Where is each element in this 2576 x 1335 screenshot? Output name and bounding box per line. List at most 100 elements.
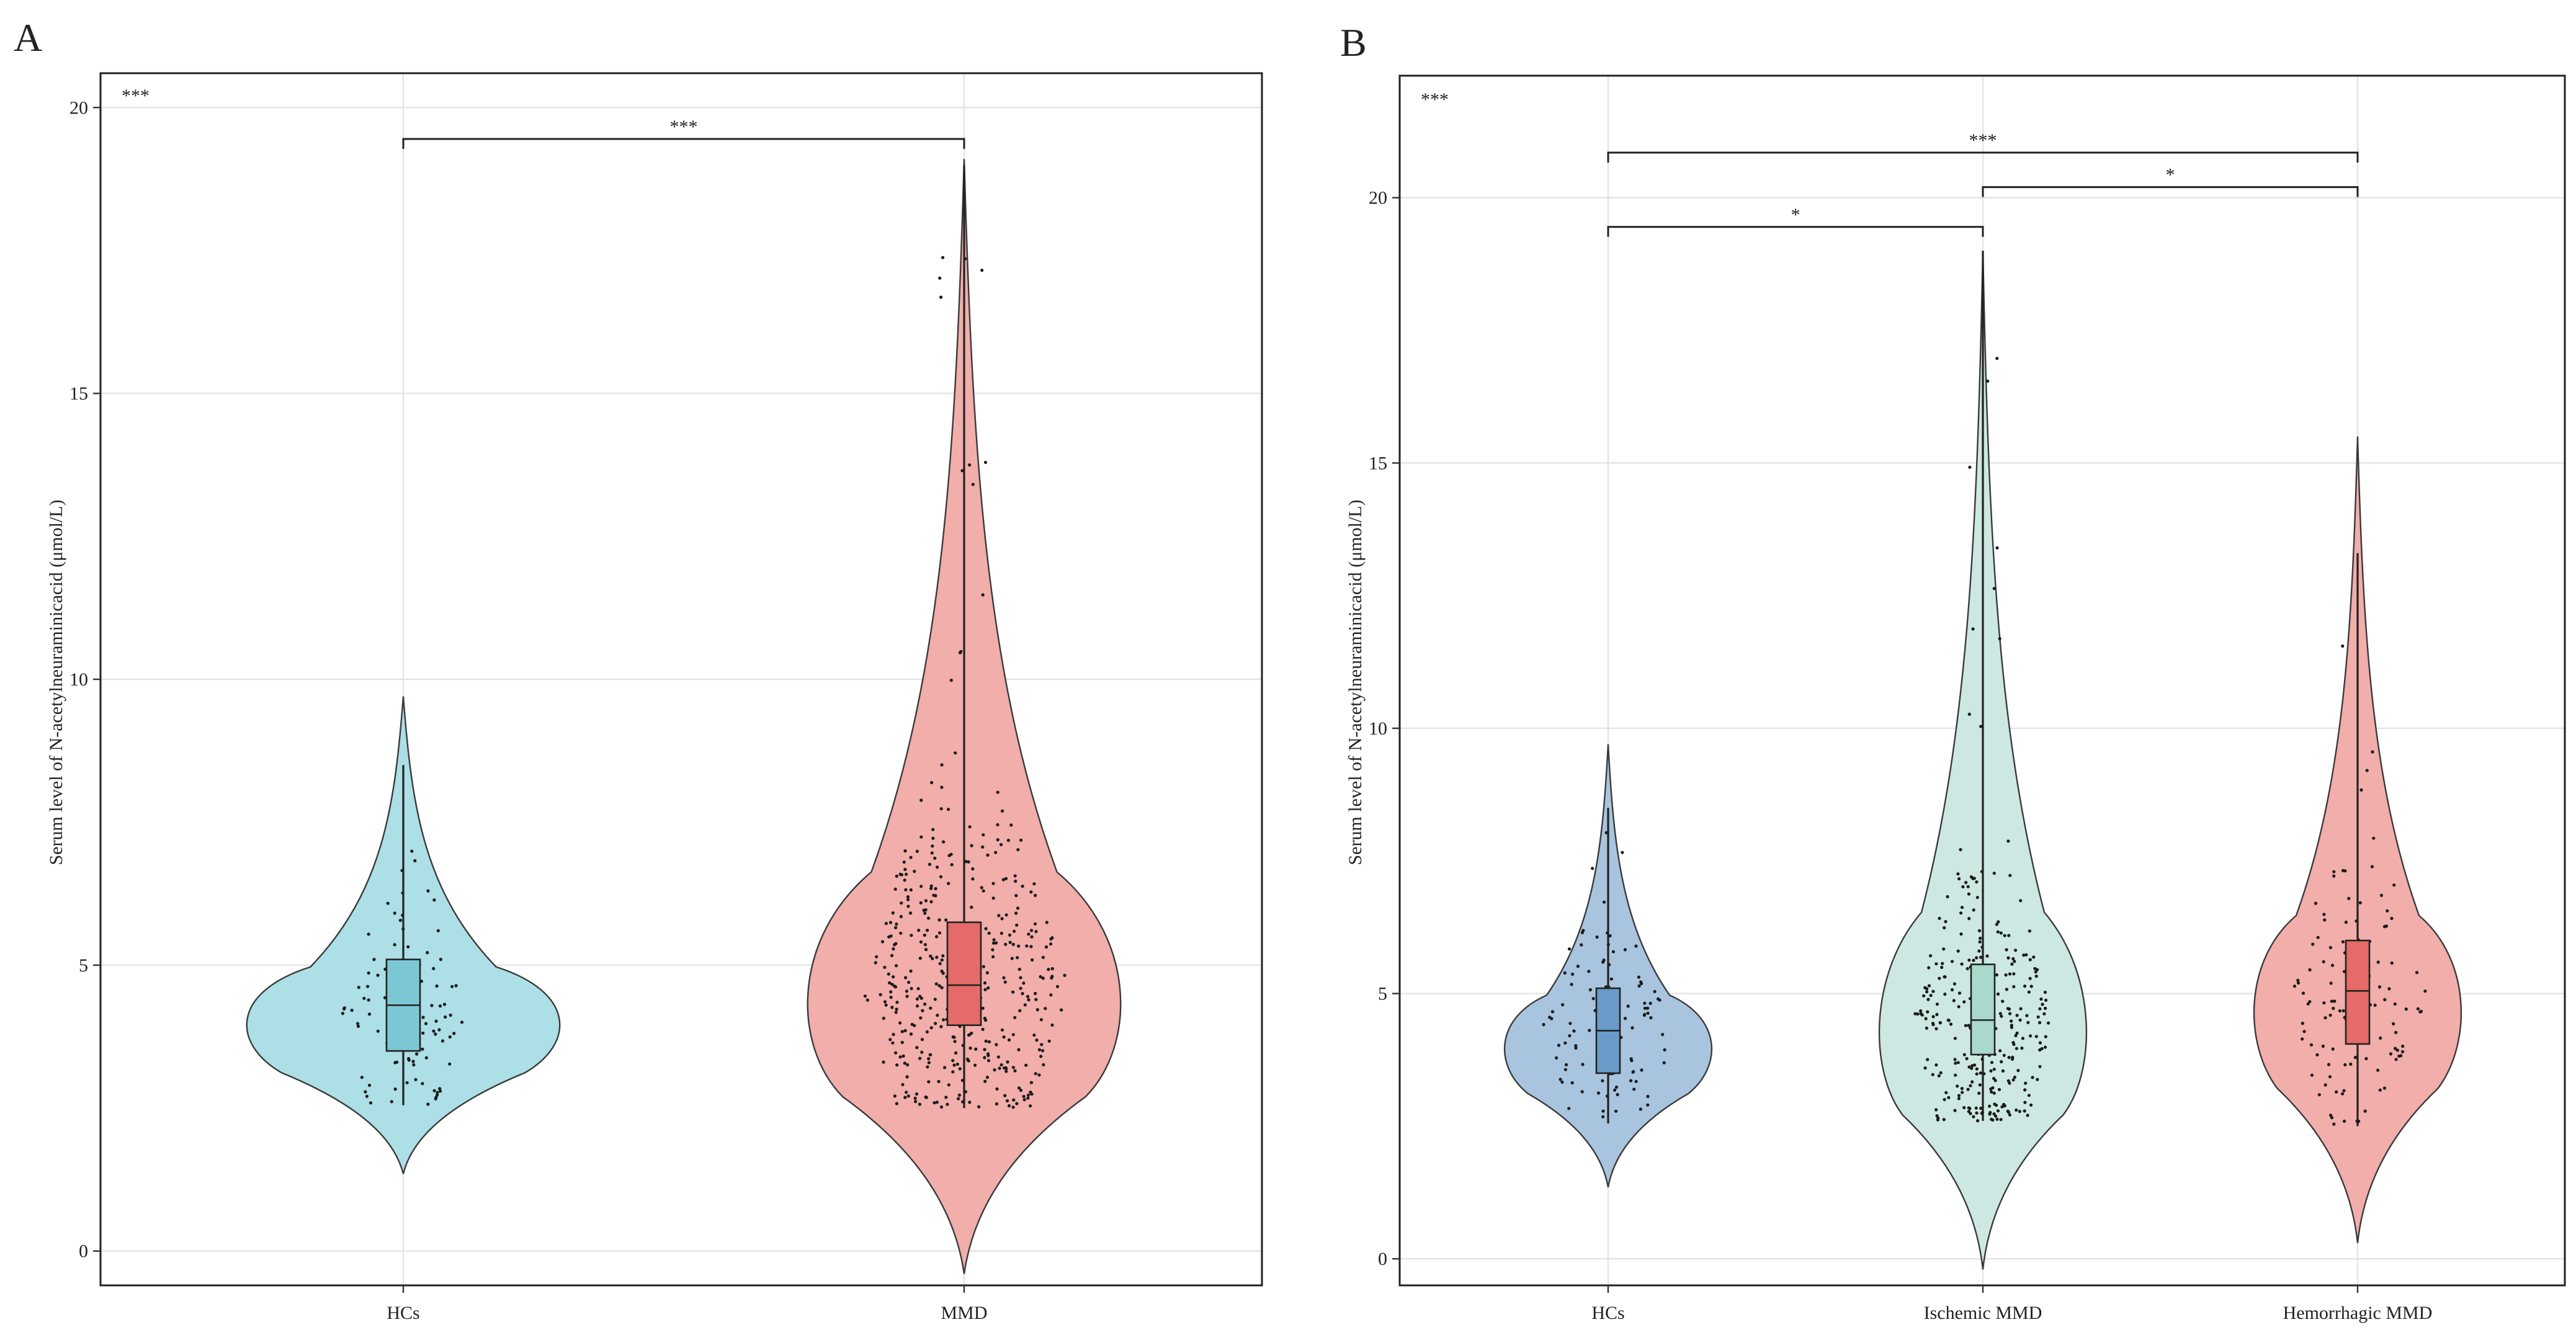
panel-b-point bbox=[2296, 981, 2301, 985]
panel-a-point bbox=[1019, 838, 1023, 842]
panel-b-point bbox=[1950, 960, 1954, 963]
panel-a-point bbox=[362, 996, 366, 1000]
panel-a-point bbox=[906, 895, 910, 899]
panel-b-point bbox=[2415, 971, 2419, 975]
panel-b-point bbox=[2025, 1014, 2029, 1017]
panel-a-point bbox=[951, 1059, 955, 1063]
panel-a-point bbox=[937, 918, 941, 922]
panel-a-point bbox=[935, 935, 939, 939]
panel-b-point bbox=[2377, 985, 2382, 989]
panel-a-point bbox=[923, 911, 927, 915]
panel-a-point bbox=[981, 1006, 985, 1010]
panel-a-point bbox=[1060, 1008, 1063, 1012]
panel-a-point bbox=[929, 1026, 933, 1030]
panel-a-point bbox=[895, 1102, 898, 1105]
panel-a-point bbox=[1008, 933, 1012, 937]
panel-a-point bbox=[970, 1031, 973, 1035]
panel-a-point bbox=[905, 989, 909, 993]
panel-a-point bbox=[888, 1038, 892, 1042]
panel-b-point bbox=[2003, 934, 2006, 937]
panel-b-point bbox=[1999, 931, 2003, 935]
panel-b-point bbox=[1996, 992, 2000, 996]
panel-b-point bbox=[2311, 942, 2315, 946]
panel-a-point bbox=[929, 884, 933, 888]
panel-a-point bbox=[927, 916, 931, 920]
panel-b-point bbox=[1967, 712, 1971, 716]
panel-a-point bbox=[919, 798, 923, 802]
panel-b-point bbox=[1967, 892, 1970, 896]
panel-b-point bbox=[1646, 1006, 1650, 1010]
panel-a-point bbox=[1030, 935, 1034, 939]
panel-a-point bbox=[981, 593, 985, 597]
panel-b-point bbox=[1991, 1118, 1995, 1122]
panel-b-point bbox=[1952, 999, 1956, 1002]
panel-b-point bbox=[2332, 874, 2336, 878]
panel-a-point bbox=[1000, 931, 1003, 935]
panel-a-point bbox=[982, 889, 985, 893]
panel-b-point bbox=[1595, 935, 1599, 939]
panel-b-point bbox=[1574, 1046, 1578, 1050]
panel-b-point bbox=[2008, 873, 2012, 877]
panel-a-point bbox=[1034, 893, 1037, 897]
panel-a-point bbox=[994, 941, 998, 945]
panel-b-point bbox=[2341, 644, 2345, 648]
panel-b-point bbox=[2019, 899, 2023, 903]
panel-b-point bbox=[2038, 1065, 2042, 1068]
panel-b-point bbox=[1591, 997, 1595, 1001]
panel-a-point bbox=[926, 929, 929, 932]
panel-b-point bbox=[2012, 985, 2016, 989]
panel-b-point bbox=[1953, 1037, 1957, 1040]
panel-a-point bbox=[984, 1039, 988, 1043]
panel-a-point bbox=[905, 1075, 909, 1079]
panel-a-point bbox=[1044, 1007, 1047, 1011]
panel-b-point bbox=[1924, 1017, 1928, 1020]
panel-a-point bbox=[944, 1096, 948, 1099]
panel-a-point bbox=[1035, 1008, 1039, 1012]
panel-b-letter: B bbox=[1340, 20, 1367, 65]
panel-b-point bbox=[1960, 962, 1964, 966]
panel-b-point bbox=[1962, 1105, 1966, 1110]
panel-b-point bbox=[1564, 1063, 1568, 1066]
panel-b-point bbox=[1643, 1006, 1647, 1010]
panel-b-point bbox=[1626, 1004, 1630, 1008]
panel-b-point bbox=[2301, 1037, 2304, 1041]
panel-b-point bbox=[1570, 983, 1573, 986]
panel-a-point bbox=[1003, 1094, 1007, 1097]
panel-b-point bbox=[2310, 1073, 2314, 1077]
panel-a-overall-test: *** bbox=[122, 86, 150, 106]
panel-a-point bbox=[367, 1012, 372, 1016]
panel-b-point bbox=[1961, 885, 1965, 889]
panel-a-point bbox=[444, 1015, 447, 1019]
panel-b-point bbox=[2034, 970, 2037, 974]
panel-b-point bbox=[2395, 1048, 2399, 1052]
panel-a-point bbox=[1021, 992, 1024, 996]
panel-b-point bbox=[2024, 953, 2028, 957]
panel-b-point bbox=[2323, 1083, 2327, 1087]
panel-a-point bbox=[930, 780, 934, 785]
panel-a-point bbox=[1012, 1098, 1016, 1102]
panel-b-point bbox=[2027, 990, 2031, 994]
panel-b-point bbox=[1634, 944, 1638, 948]
panel-b-point bbox=[2389, 1052, 2393, 1056]
panel-b-point bbox=[1938, 1021, 1943, 1025]
panel-a-point bbox=[924, 1096, 928, 1099]
panel-b-point bbox=[1568, 1022, 1572, 1025]
panel-a-y-axis-title: Serum level of N-acetylneuraminicacid (μ… bbox=[46, 499, 66, 865]
panel-b-point bbox=[2008, 1007, 2011, 1011]
panel-a-point bbox=[940, 986, 944, 989]
panel-b-point bbox=[2019, 1007, 2023, 1011]
panel-b-point bbox=[1663, 1048, 1666, 1051]
panel-b-point bbox=[1943, 993, 1947, 996]
panel-b-point bbox=[2330, 999, 2333, 1003]
panel-a-point bbox=[1029, 890, 1033, 894]
panel-a-point bbox=[939, 875, 943, 878]
panel-a-point bbox=[421, 1047, 424, 1051]
panel-b-ytick-label-1: 5 bbox=[1378, 984, 1387, 1004]
panel-a-point bbox=[1001, 878, 1005, 882]
panel-b-point bbox=[1640, 1068, 1644, 1072]
panel-a-point bbox=[898, 1055, 902, 1059]
panel-b-point bbox=[1926, 1058, 1930, 1061]
panel-b-point bbox=[2399, 1054, 2403, 1058]
panel-b-point bbox=[1634, 1079, 1638, 1083]
panel-b-point bbox=[1571, 972, 1575, 976]
